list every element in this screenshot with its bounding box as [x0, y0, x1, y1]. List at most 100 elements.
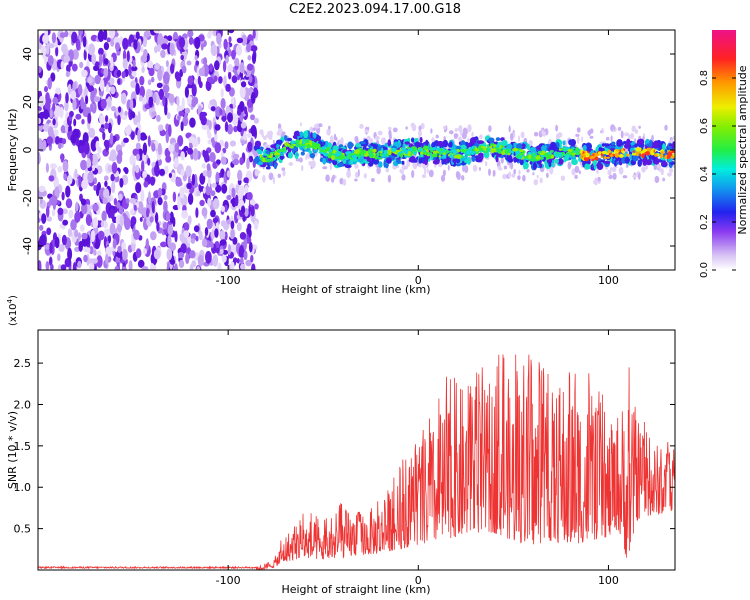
noise-blob [189, 141, 193, 150]
noise-blob [49, 109, 53, 118]
ridge-blob [637, 147, 642, 152]
noise-blob [150, 263, 155, 270]
noise-blob [40, 45, 47, 57]
noise-blob [45, 205, 50, 218]
noise-blob [91, 258, 98, 264]
halo-blob [461, 175, 465, 181]
noise-blob [168, 144, 175, 153]
band-blob [332, 159, 338, 166]
noise-blob [66, 174, 73, 185]
noise-blob [47, 126, 54, 138]
noise-blob [52, 96, 59, 105]
ridge-blob [323, 149, 328, 153]
noise-blob [88, 127, 96, 139]
noise-blob [110, 86, 116, 95]
ridge-blob [413, 151, 417, 156]
figure-title: C2E2.2023.094.17.00.G18 [288, 2, 462, 17]
halo-blob [488, 168, 491, 176]
ridge-blob [626, 153, 630, 157]
ridge-blob [544, 152, 548, 157]
noise-blob [52, 102, 56, 112]
band-blob [585, 142, 592, 151]
noise-blob [163, 71, 170, 85]
noise-blob [246, 43, 252, 53]
noise-blob [216, 247, 220, 254]
noise-blob [246, 157, 250, 170]
noise-blob [166, 248, 173, 261]
noise-blob [213, 75, 218, 82]
halo-blob [412, 161, 418, 170]
noise-blob [48, 256, 53, 266]
noise-blob [103, 175, 109, 181]
noise-blob [142, 170, 148, 178]
band-blob [584, 163, 591, 170]
noise-blob [60, 264, 67, 270]
noise-blob [221, 254, 227, 263]
halo-blob [453, 133, 458, 140]
noise-blob [244, 207, 249, 217]
noise-blob [50, 72, 56, 82]
noise-blob [87, 171, 94, 184]
ridge-blob [257, 149, 263, 155]
noise-blob [136, 153, 140, 161]
noise-blob [219, 230, 226, 240]
y-tick-label: 0 [21, 147, 34, 154]
halo-blob [638, 172, 641, 180]
ridge-blob [454, 154, 458, 159]
noise-blob [236, 109, 242, 116]
noise-blob [228, 30, 235, 34]
band-blob [557, 158, 564, 165]
noise-blob [62, 160, 69, 173]
noise-blob [97, 230, 105, 241]
ridge-blob [395, 149, 401, 153]
halo-blob [601, 128, 604, 134]
noise-blob [159, 129, 166, 137]
band-blob [522, 161, 529, 170]
band-blob [582, 144, 587, 152]
noise-blob [78, 175, 82, 188]
ridge-blob [351, 154, 358, 159]
noise-blob [183, 230, 190, 238]
noise-blob [177, 135, 184, 147]
noise-blob [190, 238, 196, 244]
noise-blob [227, 63, 234, 73]
ridge-blob [274, 152, 281, 156]
noise-blob [177, 197, 181, 210]
noise-blob [214, 142, 222, 154]
ridge-blob [424, 151, 429, 156]
noise-blob [49, 241, 53, 254]
ridge-blob [336, 156, 340, 159]
noise-blob [201, 163, 206, 169]
ridge-blob [323, 152, 329, 157]
noise-blob [161, 43, 169, 50]
x-tick-label: 100 [598, 274, 619, 287]
noise-blob [221, 115, 227, 122]
ridge-blob [530, 157, 536, 162]
noise-blob [153, 30, 161, 34]
ridge-blob [632, 153, 637, 156]
ridge-blob [316, 143, 321, 149]
noise-blob [184, 112, 188, 120]
noise-blob [232, 159, 239, 165]
noise-blob [180, 151, 185, 161]
noise-blob [120, 92, 127, 105]
noise-blob [150, 231, 157, 241]
noise-blob [188, 36, 194, 45]
halo-blob [632, 174, 637, 178]
noise-blob [46, 136, 54, 145]
noise-blob [173, 263, 178, 270]
halo-blob [502, 173, 508, 180]
band-blob [300, 151, 305, 156]
noise-blob [82, 36, 87, 48]
halo-blob [549, 166, 554, 175]
halo-blob [667, 172, 672, 177]
noise-blob [54, 186, 60, 199]
ridge-blob [359, 147, 363, 152]
band-blob [596, 162, 604, 171]
noise-blob [222, 249, 229, 255]
band-blob [549, 141, 557, 150]
band-blob [550, 163, 555, 168]
noise-blob [249, 199, 256, 206]
halo-blob [357, 168, 360, 177]
noise-blob [138, 95, 143, 102]
